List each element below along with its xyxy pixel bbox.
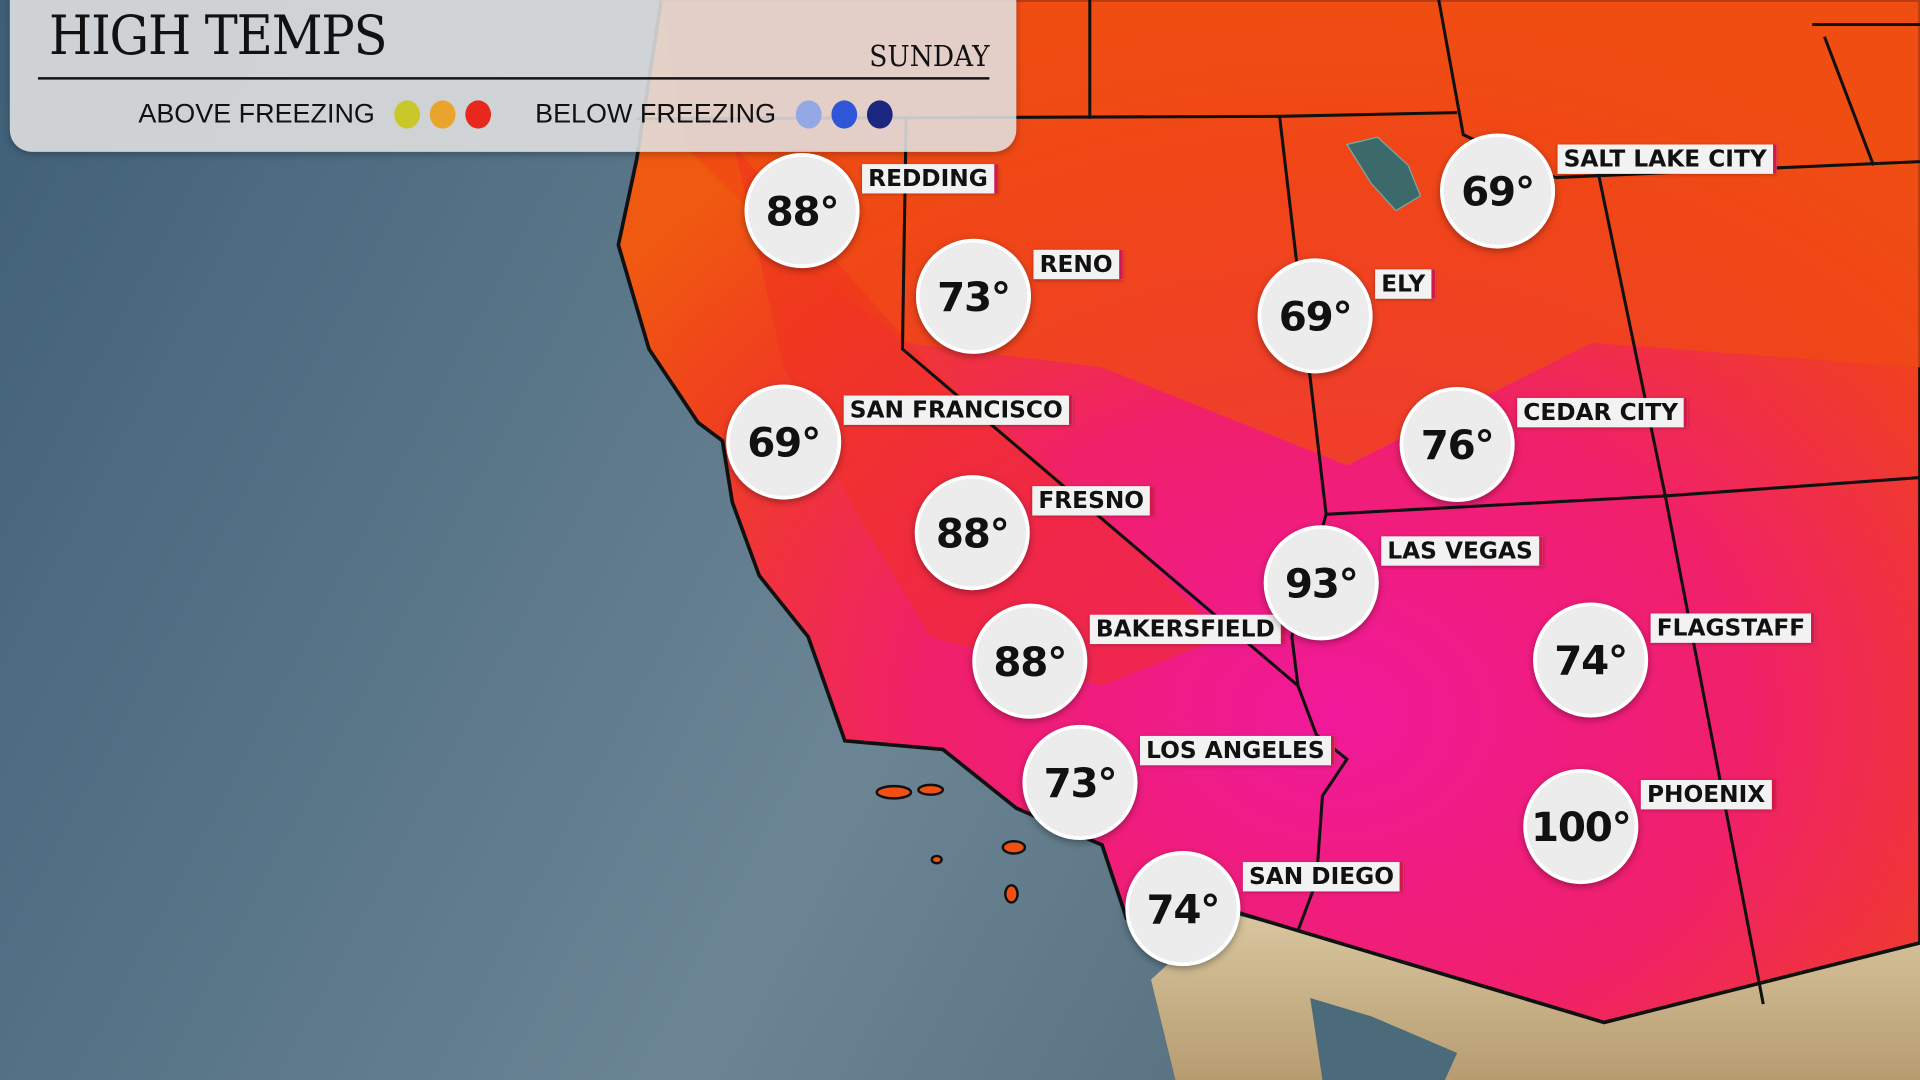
color-swatch <box>465 99 492 128</box>
color-swatch <box>866 99 893 128</box>
city-label: BAKERSFIELD <box>1089 614 1285 645</box>
legend-below-label: BELOW FREEZING <box>535 97 777 129</box>
temperature-badge: 69° <box>726 384 842 500</box>
city-label: FRESNO <box>1032 486 1154 516</box>
temperature-badge: 73° <box>915 238 1032 354</box>
temperature-badge: 88° <box>972 603 1088 719</box>
city-label: LOS ANGELES <box>1140 735 1335 766</box>
map-title: HIGH TEMPS <box>48 4 388 68</box>
city-label: ELY <box>1375 269 1435 299</box>
temperature-badge: 69° <box>1440 133 1556 249</box>
city-label: SAN FRANCISCO <box>843 395 1073 425</box>
legend-panel: HIGH TEMPS SUNDAY ABOVE FREEZING BELOW F… <box>9 0 1017 152</box>
color-swatch <box>831 99 857 128</box>
color-swatch <box>795 99 822 128</box>
temperature-badge: 69° <box>1257 258 1373 374</box>
color-swatch <box>394 99 421 128</box>
temperature-badge: 88° <box>744 153 860 269</box>
great-salt-lake <box>1345 136 1422 212</box>
title-divider <box>37 77 990 80</box>
color-swatch <box>429 99 456 128</box>
city-label: LAS VEGAS <box>1381 536 1543 566</box>
temperature-badge: 76° <box>1399 386 1515 503</box>
temperature-badge: 73° <box>1022 724 1138 841</box>
city-label: RENO <box>1033 249 1123 280</box>
legend-above-label: ABOVE FREEZING <box>138 97 375 129</box>
forecast-day: SUNDAY <box>869 39 990 74</box>
city-label: REDDING <box>862 164 998 194</box>
city-label: FLAGSTAFF <box>1650 613 1815 643</box>
city-label: SAN DIEGO <box>1242 862 1404 892</box>
temperature-badge: 74° <box>1125 851 1241 967</box>
temperature-badge: 74° <box>1533 602 1649 718</box>
temperature-badge: 88° <box>914 475 1030 591</box>
city-label: SALT LAKE CITY <box>1557 144 1777 174</box>
temperature-badge: 93° <box>1263 525 1379 641</box>
city-label: PHOENIX <box>1640 780 1775 810</box>
legend-below-freezing: BELOW FREEZING <box>535 97 893 130</box>
legend-above-freezing: ABOVE FREEZING <box>138 97 492 130</box>
city-label: CEDAR CITY <box>1517 397 1688 428</box>
sea-of-cortez <box>1310 997 1458 1080</box>
temperature-badge: 100° <box>1523 768 1639 885</box>
